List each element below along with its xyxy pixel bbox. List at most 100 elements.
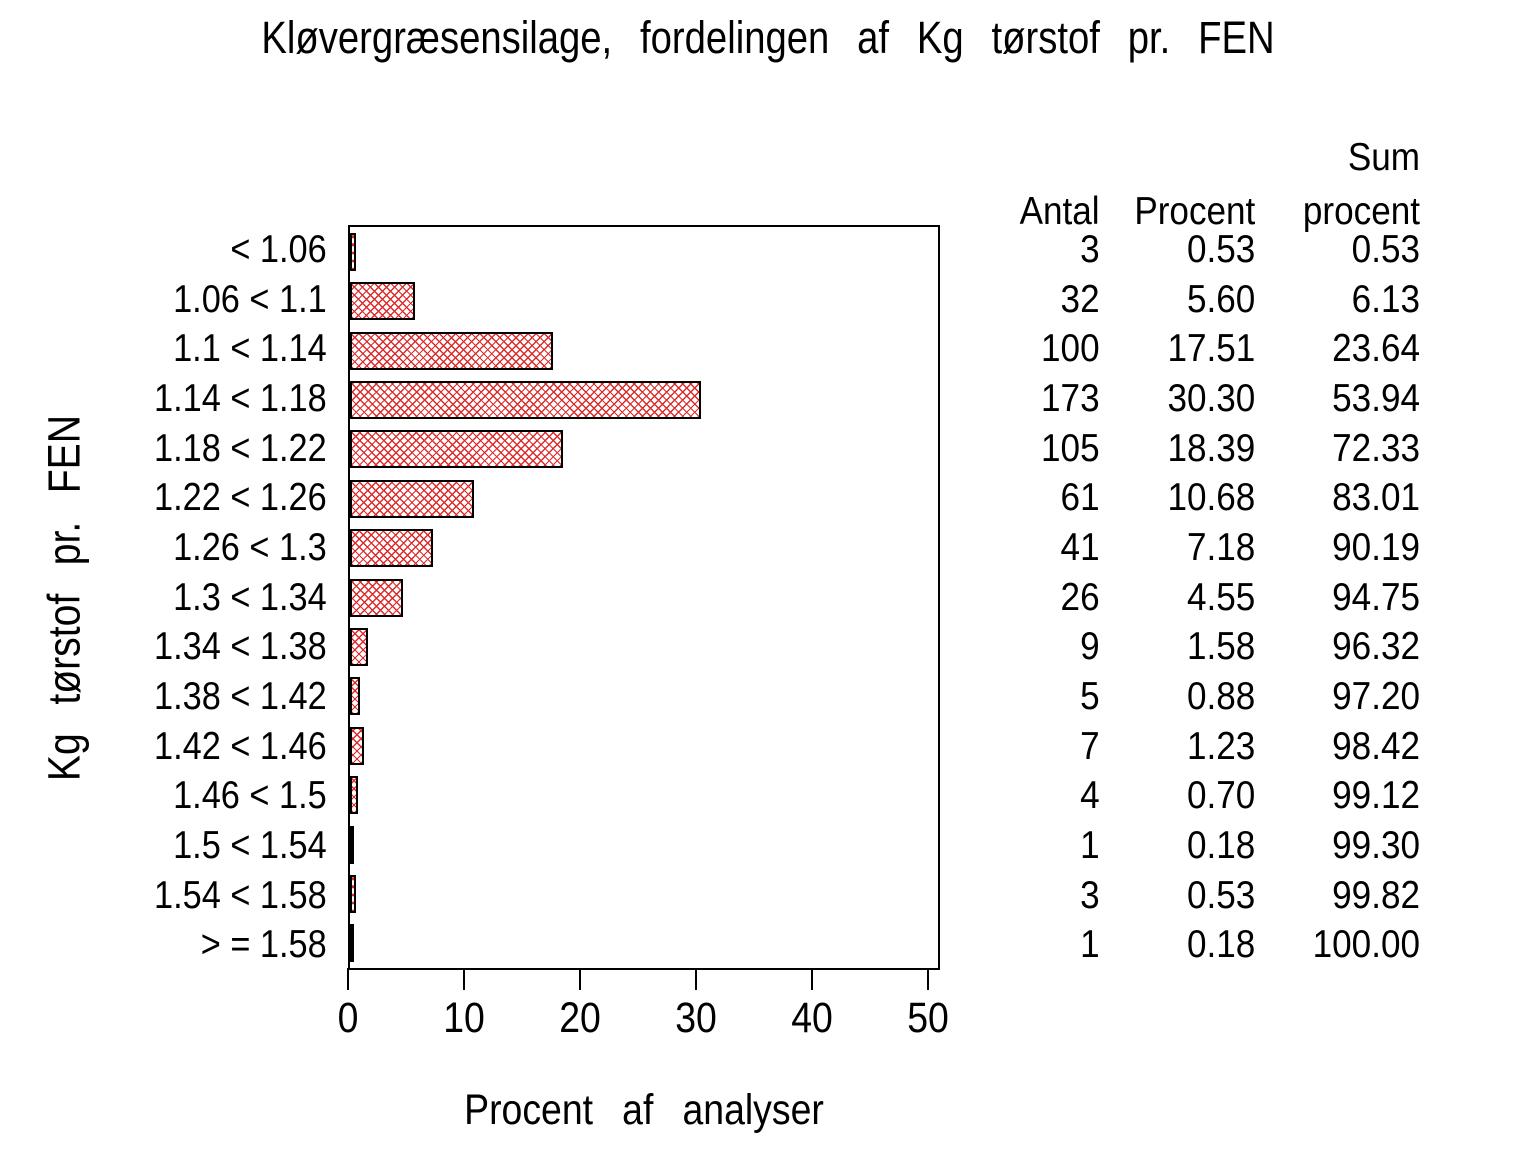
sum-procent-value: 100.00 — [1312, 923, 1420, 967]
antal-value: 4 — [1080, 774, 1100, 818]
sum-procent-value: 72.33 — [1332, 426, 1420, 470]
antal-value: 41 — [1060, 525, 1100, 569]
x-tick-label: 0 — [337, 994, 359, 1042]
bar-slot — [350, 869, 938, 918]
table-row: 3 0.53 99.82 — [993, 871, 1420, 921]
antal-value: 173 — [1041, 376, 1100, 420]
sum-procent-value: 97.20 — [1332, 674, 1420, 718]
sum-procent-value: 23.64 — [1332, 327, 1420, 371]
procent-value: 0.53 — [1186, 227, 1256, 271]
bar — [350, 924, 354, 963]
table-row: 61 10.68 83.01 — [993, 473, 1420, 523]
antal-value: 26 — [1060, 575, 1100, 619]
procent-value: 0.70 — [1186, 774, 1256, 818]
x-tick-label: 10 — [443, 994, 485, 1042]
bar — [350, 380, 702, 419]
table-row: 9 1.58 96.32 — [993, 622, 1420, 672]
table-row: 173 30.30 53.94 — [993, 374, 1420, 424]
bar — [350, 479, 474, 518]
bar-slot — [350, 523, 938, 572]
category-label: 1.22 < 1.26 — [154, 476, 327, 520]
sum-procent-value: 99.30 — [1332, 823, 1420, 867]
header-sum-line1: Sum — [1347, 136, 1420, 179]
bar-slot — [350, 375, 938, 424]
table-row: 100 17.51 23.64 — [993, 324, 1420, 374]
sum-procent-value: 6.13 — [1351, 277, 1420, 321]
x-tick-mark — [579, 968, 581, 990]
category-label: 1.54 < 1.58 — [154, 873, 327, 917]
stats-table-header-row-2: Antal Procent procent — [993, 180, 1420, 234]
sum-procent-value: 98.42 — [1332, 724, 1420, 768]
stats-table-header-row-1: Sum — [993, 126, 1420, 180]
category-label: < 1.06 — [230, 227, 327, 271]
table-row: 1 0.18 99.30 — [993, 821, 1420, 871]
bar-slot — [350, 672, 938, 721]
category-label: 1.18 < 1.22 — [154, 426, 327, 470]
bar — [350, 627, 369, 666]
category-label: 1.46 < 1.5 — [173, 774, 327, 818]
antal-value: 9 — [1080, 625, 1100, 669]
stats-table: 3 0.53 0.53 32 5.60 6.13 100 17.51 23.64 173 30… — [993, 225, 1420, 970]
antal-value: 1 — [1080, 923, 1100, 967]
table-row: 4 0.70 99.12 — [993, 771, 1420, 821]
category-label: 1.1 < 1.14 — [173, 327, 327, 371]
procent-value: 0.18 — [1186, 823, 1256, 867]
bar — [350, 232, 357, 271]
bar — [350, 282, 415, 321]
procent-value: 7.18 — [1186, 525, 1256, 569]
x-tick-label: 20 — [559, 994, 601, 1042]
category-label: 1.06 < 1.1 — [173, 277, 327, 321]
x-tick-mark — [463, 968, 465, 990]
bar-slot — [350, 425, 938, 474]
procent-value: 0.18 — [1186, 923, 1256, 967]
bar-slot — [350, 721, 938, 770]
procent-value: 1.58 — [1186, 625, 1256, 669]
procent-value: 1.23 — [1186, 724, 1256, 768]
antal-value: 5 — [1080, 674, 1100, 718]
bar-slot — [350, 622, 938, 671]
procent-value: 18.39 — [1167, 426, 1256, 470]
bar-slot — [350, 820, 938, 869]
category-label: 1.38 < 1.42 — [154, 674, 327, 718]
table-row: 26 4.55 94.75 — [993, 573, 1420, 623]
category-label: 1.5 < 1.54 — [173, 823, 327, 867]
bar — [350, 578, 403, 617]
x-tick-mark — [811, 968, 813, 990]
bar-slot — [350, 276, 938, 325]
procent-value: 4.55 — [1186, 575, 1256, 619]
sum-procent-value: 99.82 — [1332, 873, 1420, 917]
bar-slot — [350, 919, 938, 968]
header-sum-line2: procent — [1302, 190, 1420, 233]
plot-area — [348, 225, 940, 970]
table-row: 3 0.53 0.53 — [993, 225, 1420, 275]
table-row: 1 0.18 100.00 — [993, 920, 1420, 970]
bar — [350, 677, 361, 716]
antal-value: 3 — [1080, 227, 1100, 271]
antal-value: 105 — [1041, 426, 1100, 470]
antal-value: 1 — [1080, 823, 1100, 867]
sum-procent-value: 53.94 — [1332, 376, 1420, 420]
category-label: 1.3 < 1.34 — [173, 575, 327, 619]
sum-procent-value: 99.12 — [1332, 774, 1420, 818]
procent-value: 10.68 — [1167, 476, 1256, 520]
procent-value: 17.51 — [1167, 327, 1256, 371]
x-tick-label: 40 — [791, 994, 833, 1042]
procent-value: 0.88 — [1186, 674, 1256, 718]
antal-value: 7 — [1080, 724, 1100, 768]
x-axis-tick-labels: 0 10 20 30 40 50 — [338, 994, 949, 1044]
stats-table-header: Sum Antal Procent procent — [993, 126, 1420, 234]
table-row: 105 18.39 72.33 — [993, 424, 1420, 474]
header-antal: Antal — [1019, 190, 1100, 233]
table-row: 7 1.23 98.42 — [993, 722, 1420, 772]
x-axis-title: Procent af analyser — [464, 1086, 824, 1134]
bar-slot — [350, 573, 938, 622]
antal-value: 100 — [1041, 327, 1100, 371]
category-label: > = 1.58 — [200, 923, 327, 967]
category-label: 1.34 < 1.38 — [154, 625, 327, 669]
sum-procent-value: 96.32 — [1332, 625, 1420, 669]
sum-procent-value: 94.75 — [1332, 575, 1420, 619]
table-row: 41 7.18 90.19 — [993, 523, 1420, 573]
sum-procent-value: 90.19 — [1332, 525, 1420, 569]
procent-value: 30.30 — [1167, 376, 1256, 420]
antal-value: 3 — [1080, 873, 1100, 917]
